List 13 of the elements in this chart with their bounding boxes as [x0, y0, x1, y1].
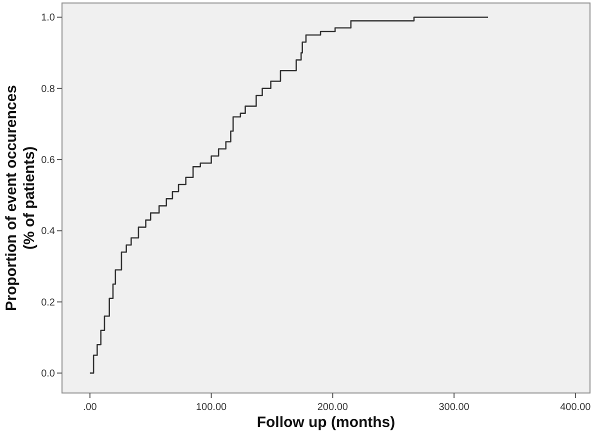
y-tick-label: 0.8	[41, 84, 56, 95]
y-tick-label: 1.0	[41, 12, 56, 24]
x-tick-label: .00	[82, 402, 98, 413]
y-tick-label: 0.6	[41, 155, 56, 166]
x-tick-label: 200.00	[317, 402, 348, 413]
x-tick-label: 400.00	[560, 402, 592, 413]
y-tick-label: 0.4	[41, 226, 56, 238]
y-tick-label: 0.2	[41, 297, 56, 308]
x-tick-label: 100.00	[196, 402, 228, 413]
y-tick-label: 0.0	[41, 368, 56, 380]
y-axis-title: Proportion of event occurences (% of patients)	[3, 85, 38, 311]
x-axis-title: Follow up (months)	[256, 414, 396, 431]
x-tick-label: 300.00	[438, 402, 470, 413]
